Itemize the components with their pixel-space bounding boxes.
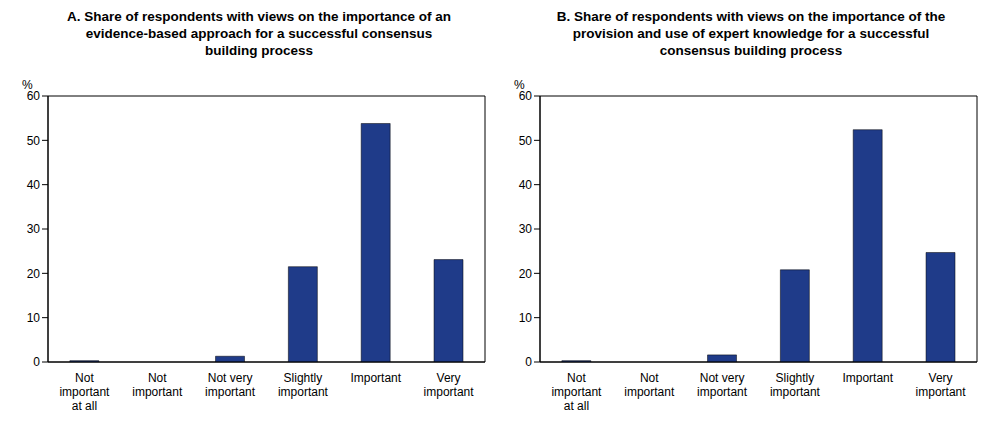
html-text:A. Share of respondents with v: A. Share of respondents with views on th…	[67, 9, 451, 58]
svg-text:Veryimportant: Veryimportant	[424, 371, 475, 399]
svg-text:0: 0	[33, 355, 40, 369]
svg-text:40: 40	[27, 178, 41, 192]
svg-text:Slightlyimportant: Slightlyimportant	[770, 371, 821, 399]
html-text:B. Share of respondents with v: B. Share of respondents with views on th…	[556, 9, 946, 58]
svg-text:30: 30	[27, 222, 41, 236]
svg-text:Not veryimportant: Not veryimportant	[697, 371, 748, 399]
svg-text:10: 10	[519, 311, 533, 325]
svg-text:Important: Important	[350, 371, 401, 385]
svg-text:Notimportantat all: Notimportantat all	[59, 371, 110, 413]
svg-text:50: 50	[27, 134, 41, 148]
svg-text:20: 20	[519, 267, 533, 281]
svg-text:Not veryimportant: Not veryimportant	[205, 371, 256, 399]
svg-text:Slightlyimportant: Slightlyimportant	[278, 371, 329, 399]
svg-text:60: 60	[27, 89, 41, 103]
svg-text:Notimportantat all: Notimportantat all	[551, 371, 602, 413]
svg-text:50: 50	[519, 134, 533, 148]
svg-text:Important: Important	[842, 371, 893, 385]
svg-text:Notimportant: Notimportant	[624, 371, 675, 399]
svg-text:0: 0	[525, 355, 532, 369]
svg-text:60: 60	[519, 89, 533, 103]
svg-text:40: 40	[519, 178, 533, 192]
svg-text:Veryimportant: Veryimportant	[916, 371, 967, 399]
svg-text:30: 30	[519, 222, 533, 236]
svg-text:Notimportant: Notimportant	[132, 371, 183, 399]
svg-text:20: 20	[27, 267, 41, 281]
svg-text:10: 10	[27, 311, 41, 325]
